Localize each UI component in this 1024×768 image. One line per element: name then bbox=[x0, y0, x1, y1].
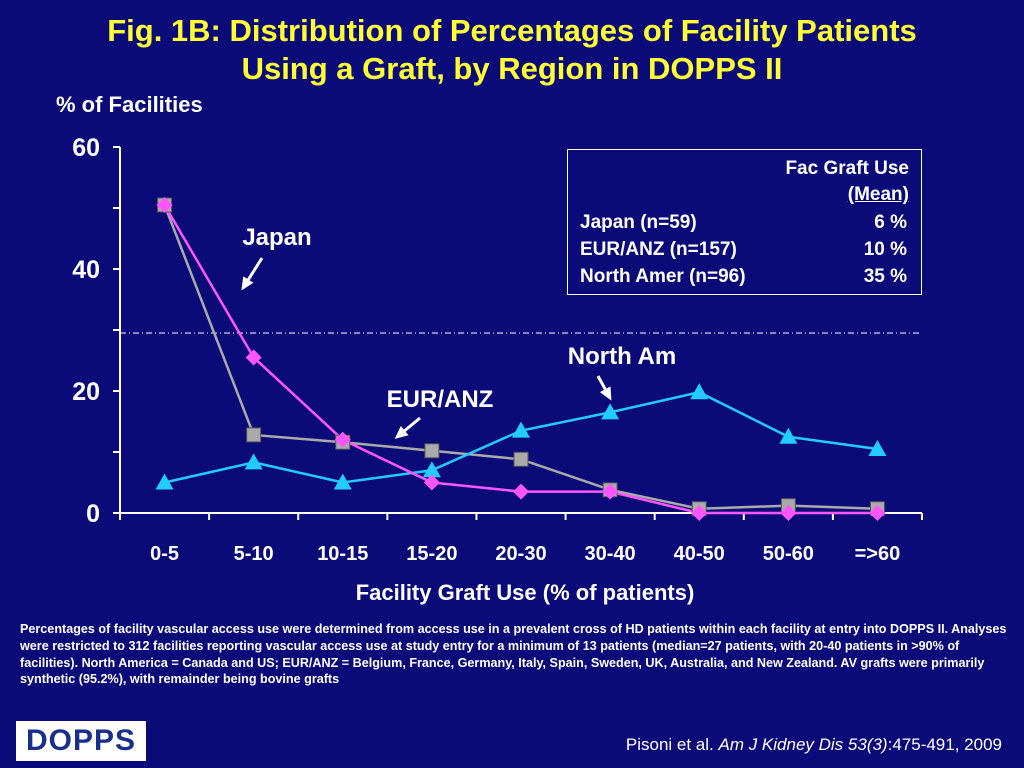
legend-row-name: Japan (n=59) bbox=[580, 212, 697, 233]
annotation-arrowhead bbox=[394, 426, 409, 439]
data-point-square bbox=[246, 427, 262, 443]
data-point-diamond bbox=[423, 474, 440, 491]
data-point-triangle bbox=[155, 473, 174, 490]
y-tick-label: 60 bbox=[72, 134, 100, 162]
logo-text: DOPPS bbox=[25, 724, 137, 757]
legend-row-value: 10 % bbox=[863, 239, 907, 260]
annotation-label: Japan bbox=[242, 224, 311, 251]
y-tick-label: 20 bbox=[72, 378, 100, 406]
chart-title: Fig. 1B: Distribution of Percentages of … bbox=[0, 12, 1024, 88]
legend-row-value: 35 % bbox=[863, 266, 907, 287]
data-point-triangle bbox=[690, 383, 709, 400]
y-axis-title: % of Facilities bbox=[56, 92, 203, 117]
data-point-triangle bbox=[244, 453, 263, 470]
data-point-diamond bbox=[869, 505, 886, 521]
data-point-diamond bbox=[513, 483, 529, 500]
citation-authors: Pisoni et al. bbox=[625, 735, 719, 754]
chart-title-line1: Fig. 1B: Distribution of Percentages of … bbox=[107, 13, 917, 48]
x-tick-label: 40-50 bbox=[674, 543, 725, 565]
annotation-arrowhead bbox=[599, 386, 612, 401]
x-axis-title: Facility Graft Use (% of patients) bbox=[355, 580, 695, 605]
data-point-diamond bbox=[602, 483, 619, 500]
footnote: Percentages of facility vascular access … bbox=[20, 622, 1007, 687]
data-point-diamond bbox=[691, 505, 708, 521]
data-point-diamond bbox=[245, 349, 262, 366]
citation-pages: :475-491, 2009 bbox=[887, 735, 1002, 754]
data-point-triangle bbox=[601, 403, 620, 420]
data-point-triangle bbox=[422, 461, 441, 478]
y-tick-label: 0 bbox=[86, 500, 100, 528]
data-point-triangle bbox=[512, 421, 530, 438]
legend-header: Fac Graft Use bbox=[785, 158, 909, 179]
data-point-triangle bbox=[868, 439, 887, 456]
data-point-triangle bbox=[333, 473, 352, 490]
x-tick-label: 50-60 bbox=[763, 543, 814, 565]
citation-journal: Am J Kidney Dis 53(3) bbox=[718, 735, 888, 754]
data-point-triangle bbox=[779, 427, 798, 444]
data-point-diamond bbox=[780, 505, 797, 521]
legend-row-name: North Amer (n=96) bbox=[580, 266, 746, 287]
x-tick-label: 15-20 bbox=[406, 543, 457, 565]
legend-box: Fac Graft Use (Mean) Japan (n=59) 6 % EU… bbox=[567, 149, 922, 295]
legend-row-value: 6 % bbox=[874, 212, 907, 233]
annotation-label: EUR/ANZ bbox=[387, 386, 494, 413]
data-point-diamond bbox=[156, 196, 173, 213]
x-tick-label: 20-30 bbox=[495, 543, 546, 565]
x-tick-label: =>60 bbox=[855, 543, 901, 565]
x-tick-label: 10-15 bbox=[317, 543, 368, 565]
legend-subheader: (Mean) bbox=[847, 184, 909, 205]
annotation-label: North Am bbox=[568, 343, 676, 370]
data-point-square bbox=[513, 451, 529, 467]
chart-title-line2: Using a Graft, by Region in DOPPS II bbox=[241, 51, 783, 86]
x-tick-label: 5-10 bbox=[234, 543, 274, 565]
annotation-arrowhead bbox=[241, 276, 254, 291]
x-tick-label: 0-5 bbox=[150, 543, 179, 565]
legend-row-name: EUR/ANZ (n=157) bbox=[580, 239, 737, 260]
dopps-logo: DOPPS bbox=[16, 721, 146, 761]
citation: Pisoni et al. Am J Kidney Dis 53(3):475-… bbox=[626, 735, 1002, 755]
data-point-square bbox=[424, 443, 440, 459]
data-point-diamond bbox=[334, 431, 351, 448]
x-tick-label: 30-40 bbox=[585, 543, 636, 565]
y-tick-label: 40 bbox=[72, 256, 100, 284]
